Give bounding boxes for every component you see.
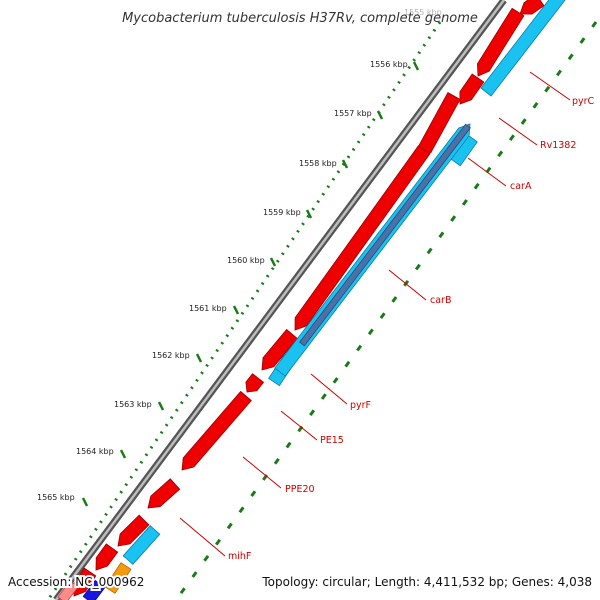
- outer-tick-track: [46, 21, 442, 600]
- kbp-label: 1556 kbp: [370, 60, 408, 69]
- kbp-ruler: 1555 kbp 1556 kbp 1557 kbp 1558 kbp 1559…: [37, 8, 442, 507]
- kbp-tick-mark: [232, 305, 240, 315]
- callout-line: [467, 157, 507, 187]
- gene-labels: pyrC Rv1382 carA carB pyrF PE15 PPE20 mi…: [228, 96, 595, 562]
- kbp-label: 1555 kbp: [404, 8, 442, 17]
- kbp-label: 1565 kbp: [37, 493, 75, 502]
- kbp-tick-mark: [305, 209, 313, 219]
- forward-gene-arrow: [519, 0, 545, 15]
- callout-line: [310, 373, 348, 405]
- forward-gene-arrow: [476, 7, 525, 77]
- callout-line: [242, 456, 282, 489]
- forward-gene-arrow: [459, 73, 485, 105]
- kbp-label: 1557 kbp: [334, 109, 372, 118]
- gene-label-PE15: PE15: [320, 435, 344, 446]
- kbp-label: 1562 kbp: [152, 351, 190, 360]
- map-title: Mycobacterium tuberculosis H37Rv, comple…: [122, 11, 478, 26]
- gene-label-Rv1382: Rv1382: [540, 140, 576, 151]
- kbp-label: 1564 kbp: [76, 447, 114, 456]
- overlap-gene-arrow: [299, 123, 471, 347]
- gene-label-carA: carA: [510, 181, 532, 192]
- gene-label-pyrF: pyrF: [350, 400, 371, 411]
- kbp-tick-mark: [119, 449, 127, 459]
- kbp-label: 1558 kbp: [299, 159, 337, 168]
- gene-label-carB: carB: [430, 295, 451, 306]
- inner-tick-track: [174, 21, 598, 600]
- forward-gene-arrow: [294, 145, 431, 331]
- kbp-label: 1559 kbp: [263, 208, 301, 217]
- forward-gene-track: [73, 0, 545, 597]
- forward-gene-arrow: [73, 567, 97, 597]
- kbp-label: 1563 kbp: [114, 400, 152, 409]
- reverse-gene-arrow: [122, 525, 161, 565]
- kbp-label: 1561 kbp: [189, 304, 227, 313]
- kbp-tick-mark: [81, 497, 89, 507]
- kbp-tick-mark: [195, 353, 203, 363]
- kbp-tick-mark: [341, 159, 349, 169]
- blue-gene-block: [82, 579, 106, 600]
- kbp-tick-mark: [412, 61, 420, 71]
- callout-line: [179, 517, 226, 557]
- gene-label-PPE20: PPE20: [285, 484, 315, 495]
- forward-gene-arrow: [261, 328, 298, 371]
- gene-label-pyrC: pyrC: [572, 96, 595, 107]
- callout-line: [280, 410, 318, 441]
- forward-gene-arrow: [95, 543, 119, 571]
- callout-line: [498, 117, 538, 146]
- kbp-tick-mark: [376, 110, 384, 120]
- kbp-label: 1560 kbp: [227, 256, 265, 265]
- reverse-gene-arrow: [480, 0, 566, 97]
- kbp-tick-mark: [157, 401, 165, 411]
- misc-gene-track: [57, 562, 132, 600]
- gene-label-mihF: mihF: [228, 551, 251, 562]
- backbone-line: [53, 0, 507, 600]
- kbp-tick-mark: [269, 257, 277, 267]
- forward-gene-arrow: [117, 514, 150, 547]
- callout-line: [529, 71, 571, 101]
- pink-gene-block: [57, 580, 79, 600]
- forward-gene-arrow: [181, 390, 252, 471]
- reverse-gene-track: [122, 0, 566, 565]
- orange-gene-block: [104, 562, 132, 594]
- forward-gene-arrow: [147, 478, 181, 509]
- genome-summary-text: Topology: circular; Length: 4,411,532 bp…: [261, 575, 592, 589]
- accession-text: Accession: NC_000962: [8, 575, 144, 589]
- callout-line: [388, 269, 427, 301]
- gene-callouts: [179, 71, 571, 557]
- forward-gene-arrow: [245, 373, 265, 393]
